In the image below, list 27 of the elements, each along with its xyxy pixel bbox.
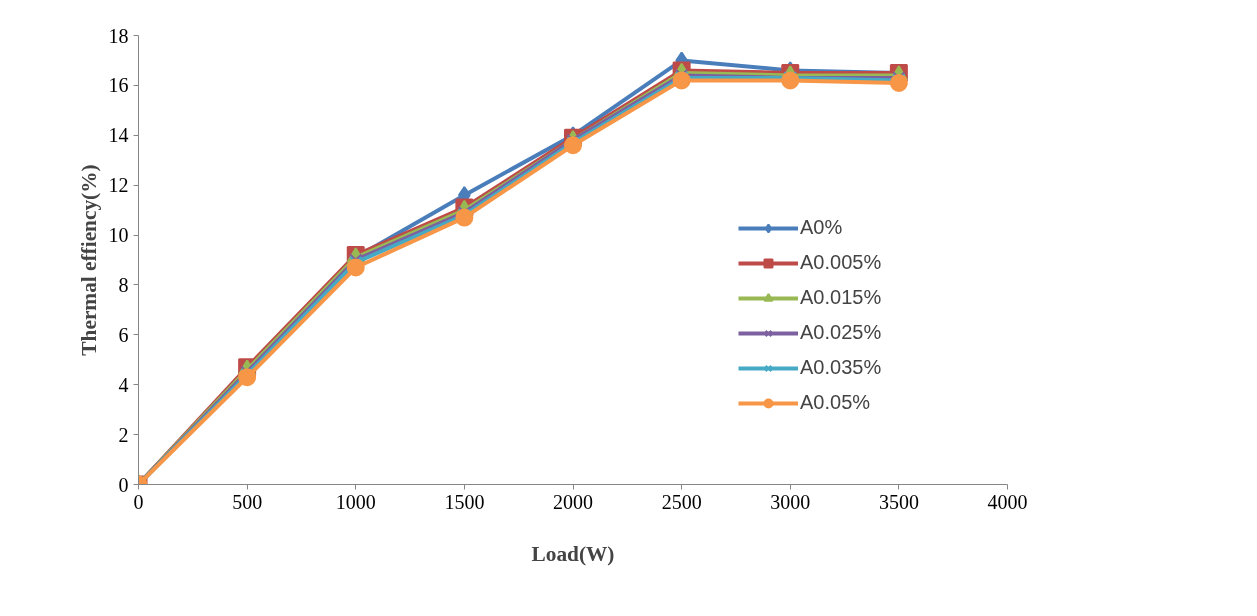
y-tick-label: 14 <box>108 124 129 147</box>
legend-label: A0% <box>800 216 843 239</box>
legend-label: A0.035% <box>800 356 882 379</box>
x-tick-label: 1500 <box>444 490 485 513</box>
x-tick-label: 500 <box>232 490 263 513</box>
y-tick-label: 8 <box>118 273 129 296</box>
legend-label: A0.005% <box>800 251 882 274</box>
legend-label: A0.015% <box>800 286 882 309</box>
y-axis-title: Thermal effiency(%) <box>76 164 101 356</box>
x-tick-label: 3000 <box>770 490 811 513</box>
legend-label: A0.05% <box>800 391 871 414</box>
y-tick-label: 16 <box>108 74 129 97</box>
x-tick-label: 1000 <box>335 490 376 513</box>
y-tick-label: 0 <box>118 473 129 496</box>
y-tick-label: 18 <box>108 24 129 47</box>
x-axis-title: Load(W) <box>531 541 615 566</box>
x-tick-label: 4000 <box>987 490 1028 513</box>
y-tick-label: 12 <box>108 174 129 197</box>
y-tick-label: 4 <box>118 373 129 396</box>
legend-label: A0.025% <box>800 321 882 344</box>
y-tick-label: 2 <box>118 423 129 446</box>
x-tick-label: 2000 <box>553 490 593 513</box>
x-tick-label: 2500 <box>661 490 702 513</box>
x-tick-label: 3500 <box>878 490 919 513</box>
y-tick-label: 6 <box>118 323 129 346</box>
y-tick-label: 10 <box>108 224 129 247</box>
x-tick-label: 0 <box>133 490 144 513</box>
